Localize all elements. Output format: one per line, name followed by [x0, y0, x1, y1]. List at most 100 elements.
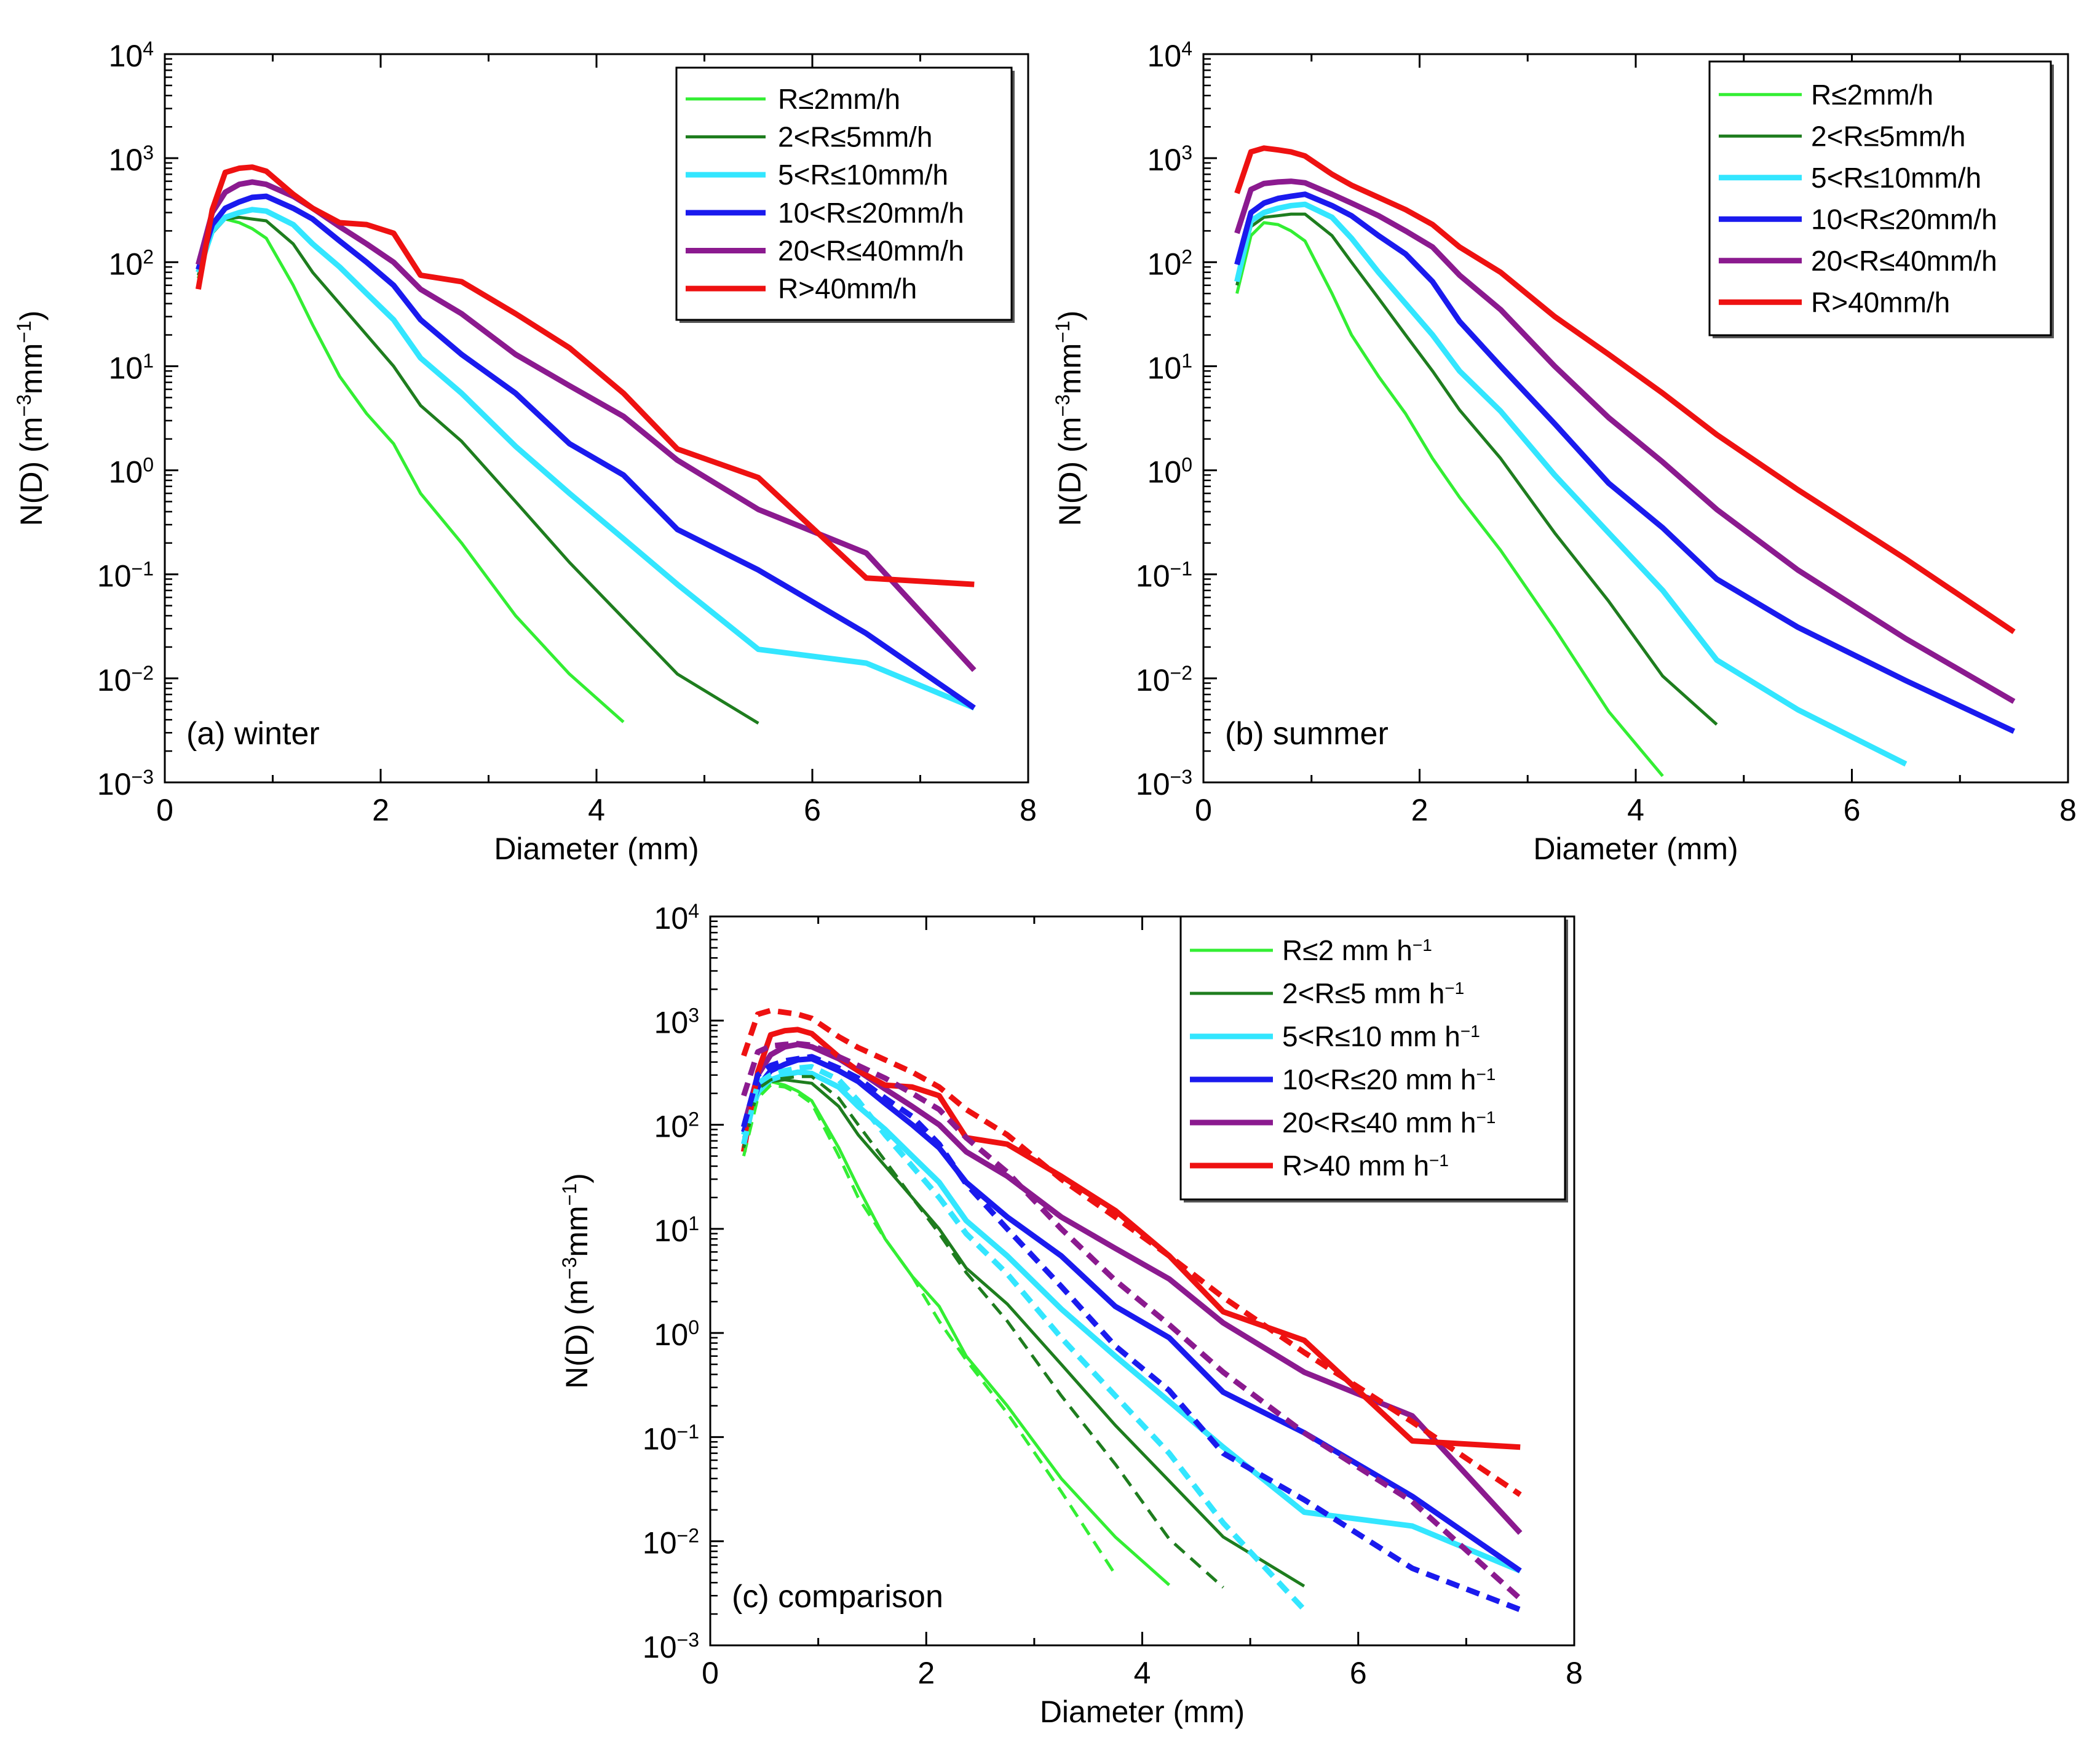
y-tick-label: 101 [654, 1212, 699, 1248]
text-run: N(D) (m [14, 417, 49, 527]
text-run: R≤2mm/h [778, 83, 900, 115]
superscript: 1 [143, 349, 154, 372]
text-run: 10 [109, 247, 143, 281]
y-axis-label: N(D) (m−3mm−1) [13, 311, 49, 527]
superscript: 0 [1181, 454, 1192, 476]
superscript: −1 [1476, 1108, 1496, 1127]
text-run: 10 [643, 1421, 677, 1456]
text-run: mm [14, 343, 49, 394]
text-run: 10 [97, 663, 132, 698]
text-run: 5<R≤10 mm h [1282, 1020, 1460, 1052]
y-tick-label: 104 [654, 900, 699, 936]
series-line-3 [1234, 191, 2016, 734]
legend-box [675, 66, 1013, 321]
legend-label: 5<R≤10mm/h [1811, 162, 1981, 194]
text-run: R>40mm/h [778, 272, 917, 304]
text-run: 2<R≤5mm/h [778, 121, 933, 153]
superscript: −3 [558, 1257, 580, 1279]
panel-label: (a) winter [186, 716, 320, 752]
text-run: 10 [1147, 247, 1182, 281]
series-group [740, 1008, 1523, 1613]
superscript: −3 [1052, 394, 1074, 416]
series-line-5 [1234, 145, 2016, 634]
text-run: 10 [1136, 559, 1170, 594]
superscript: 0 [143, 454, 154, 476]
superscript: −3 [1170, 766, 1192, 788]
text-run: 10<R≤20mm/h [778, 197, 964, 229]
text-run: 2<R≤5 mm h [1282, 977, 1444, 1009]
text-run: 10 [643, 1630, 677, 1664]
y-tick-label: 103 [109, 141, 154, 177]
x-axis-label: Diameter (mm) [1040, 1695, 1245, 1729]
text-run: 5<R≤10mm/h [1811, 162, 1981, 194]
superscript: 3 [688, 1004, 699, 1026]
panel-label: (b) summer [1225, 716, 1389, 752]
series-line-2 [196, 207, 976, 711]
text-run: N(D) (m [560, 1279, 594, 1389]
text-run: 10 [1147, 143, 1182, 177]
y-tick-label: 104 [1147, 38, 1192, 73]
chart-panel-winter: 0 2 4 6 810−310−210−1100101102103104Diameter… [13, 38, 1037, 866]
legend-label: R≤2 mm h−1 [1282, 934, 1432, 966]
superscript: −1 [1413, 936, 1432, 955]
superscript: −1 [13, 320, 35, 343]
superscript: −3 [132, 766, 154, 788]
series-line-5 [740, 1027, 1521, 1450]
y-tick-label: 100 [109, 454, 154, 490]
legend-label: 2<R≤5mm/h [1811, 120, 1966, 152]
series-line-9 [741, 1054, 1521, 1613]
text-run: 10 [654, 1318, 689, 1352]
series-line-8 [741, 1063, 1307, 1612]
y-tick-label: 10−2 [1136, 662, 1192, 698]
x-tick-label: 6 [804, 793, 821, 827]
y-tick-label: 101 [1147, 349, 1192, 385]
text-run: 10 [654, 1110, 689, 1144]
text-run: 2<R≤5mm/h [1811, 120, 1966, 152]
legend-label: 10<R≤20 mm h−1 [1282, 1063, 1496, 1095]
series-line-0 [1235, 221, 1664, 777]
superscript: −1 [1170, 558, 1192, 580]
x-tick-label: 6 [1350, 1656, 1367, 1690]
x-tick-label: 4 [1134, 1656, 1151, 1690]
text-run: 10 [1147, 455, 1182, 490]
x-tick-label: 4 [588, 793, 605, 827]
superscript: 3 [143, 141, 154, 164]
series-line-1 [1235, 212, 1718, 726]
y-tick-label: 10−2 [643, 1525, 699, 1560]
superscript: −1 [677, 1420, 699, 1442]
legend-label: 20<R≤40mm/h [778, 235, 964, 267]
superscript: 4 [1181, 38, 1192, 60]
text-run: R>40 mm h [1282, 1150, 1429, 1182]
superscript: 0 [688, 1316, 699, 1338]
legend-box [1708, 60, 2052, 336]
panel-label: (c) comparison [732, 1579, 943, 1615]
text-run: 10 [109, 351, 143, 385]
text-run: 5<R≤10mm/h [778, 159, 948, 191]
x-axis-label: Diameter (mm) [494, 832, 699, 866]
text-run: ) [560, 1173, 594, 1183]
legend-label: R>40mm/h [778, 272, 917, 304]
text-run: 20<R≤40mm/h [1811, 245, 1997, 277]
superscript: −1 [1444, 979, 1464, 998]
legend-label: 20<R≤40 mm h−1 [1282, 1107, 1496, 1139]
legend: R≤2 mm h−12<R≤5 mm h−15<R≤10 mm h−110<R≤… [1179, 915, 1568, 1202]
text-run: 10<R≤20 mm h [1282, 1063, 1476, 1095]
superscript: 2 [143, 245, 154, 268]
superscript: −3 [677, 1629, 699, 1651]
x-tick-label: 0 [702, 1656, 719, 1690]
x-tick-label: 8 [1566, 1656, 1583, 1690]
text-run: R≤2mm/h [1811, 79, 1933, 111]
superscript: 3 [1181, 141, 1192, 164]
x-tick-label: 8 [2059, 793, 2077, 827]
legend-label: 2<R≤5 mm h−1 [1282, 977, 1464, 1009]
legend-label: 2<R≤5mm/h [778, 121, 933, 153]
legend-label: R≤2mm/h [1811, 79, 1933, 111]
superscript: −2 [677, 1525, 699, 1547]
superscript: −1 [1476, 1065, 1496, 1084]
y-tick-label: 102 [654, 1108, 699, 1144]
y-tick-label: 10−1 [643, 1420, 699, 1456]
y-tick-label: 102 [109, 245, 154, 281]
x-tick-label: 0 [1195, 793, 1212, 827]
legend-label: 5<R≤10 mm h−1 [1282, 1020, 1480, 1052]
chart-panel-comparison: 0 2 4 6 810−310−210−1100101102103104Diameter… [558, 900, 1583, 1729]
